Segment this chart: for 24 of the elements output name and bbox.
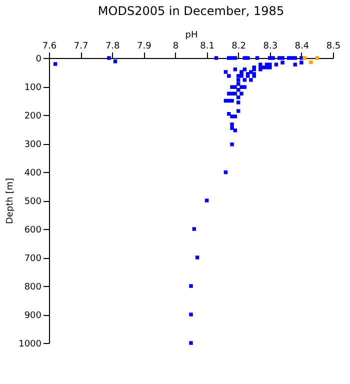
x-tick-label: 8.2	[232, 42, 246, 52]
y-tick-label: 300	[24, 140, 42, 150]
y-tick-label: 900	[24, 311, 42, 321]
y-axis-title: Depth [m]	[6, 178, 16, 224]
y-tick-label: 100	[24, 83, 42, 93]
y-tick-label: 700	[24, 254, 42, 264]
y-tick-label: 400	[24, 168, 42, 178]
y-tick-label: 500	[24, 197, 42, 207]
x-tick-label: 8.4	[294, 42, 310, 52]
y-tick-label: 0	[36, 54, 42, 64]
x-tick-label: 8.3	[263, 42, 278, 52]
x-tick-label: 8.5	[326, 42, 341, 52]
y-tick-label: 200	[24, 112, 42, 122]
x-tick-label: 7.7	[74, 42, 88, 52]
y-tick-label: 600	[24, 226, 42, 236]
x-tick-label: 8.1	[200, 42, 214, 52]
x-tick-label: 8	[172, 42, 179, 52]
chart-title: MODS2005 in December, 1985	[98, 4, 284, 18]
x-axis-title: pH	[185, 30, 198, 40]
x-tick-label: 7.6	[42, 42, 57, 52]
y-tick-label: 1000	[18, 340, 42, 350]
x-tick-label: 7.8	[105, 42, 120, 52]
y-tick-label: 800	[24, 282, 42, 292]
x-tick-label: 7.9	[137, 42, 152, 52]
